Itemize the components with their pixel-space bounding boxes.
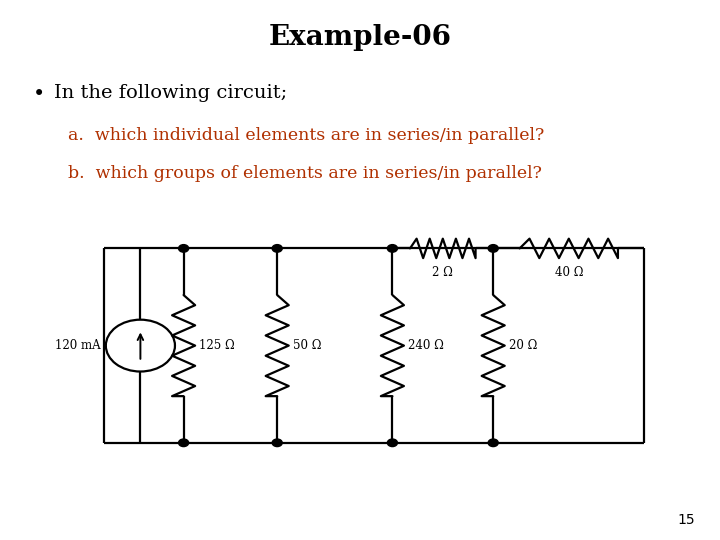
Text: a.  which individual elements are in series/in parallel?: a. which individual elements are in seri…	[68, 127, 544, 144]
Text: In the following circuit;: In the following circuit;	[54, 84, 287, 102]
Circle shape	[387, 439, 397, 447]
Text: b.  which groups of elements are in series/in parallel?: b. which groups of elements are in serie…	[68, 165, 542, 181]
Circle shape	[488, 439, 498, 447]
Circle shape	[488, 245, 498, 252]
Text: 125 Ω: 125 Ω	[199, 339, 235, 352]
Circle shape	[272, 439, 282, 447]
Text: Example-06: Example-06	[269, 24, 451, 51]
Text: 40 Ω: 40 Ω	[554, 266, 583, 279]
Text: 20 Ω: 20 Ω	[509, 339, 537, 352]
Text: 120 mA: 120 mA	[55, 339, 101, 352]
Text: 2 Ω: 2 Ω	[433, 266, 453, 279]
Circle shape	[387, 245, 397, 252]
Text: 240 Ω: 240 Ω	[408, 339, 444, 352]
Circle shape	[179, 439, 189, 447]
Circle shape	[272, 245, 282, 252]
Text: •: •	[32, 84, 45, 104]
Text: 50 Ω: 50 Ω	[293, 339, 322, 352]
Text: 15: 15	[678, 512, 695, 526]
Circle shape	[179, 245, 189, 252]
